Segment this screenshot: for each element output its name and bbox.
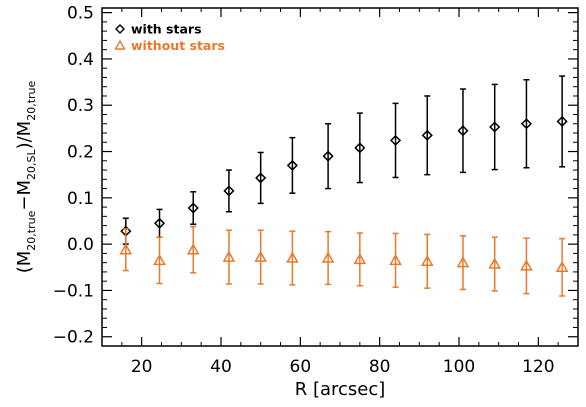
data-point — [420, 254, 434, 267]
data-point — [520, 118, 532, 130]
y-axis-title: (M20,true−M20,SL)/M20,true — [14, 80, 38, 273]
data-point — [286, 251, 299, 263]
legend-marker-without-stars — [114, 39, 126, 50]
plot-frame — [101, 7, 579, 347]
data-point — [153, 217, 166, 229]
data-point — [254, 250, 267, 262]
y-tick-label: 0.0 — [67, 235, 94, 255]
x-tick-label: 40 — [210, 357, 232, 377]
data-point — [520, 259, 533, 271]
data-point — [457, 125, 469, 137]
y-tick-labels: −0.2 −0.1 0.0 0.1 0.2 0.3 0.4 0.5 — [53, 4, 94, 348]
data-point — [354, 142, 366, 154]
data-point — [322, 150, 334, 162]
y-tick-label: 0.4 — [67, 50, 94, 70]
data-point — [222, 250, 236, 262]
data-point — [321, 251, 335, 263]
data-point — [255, 172, 267, 184]
axis-ticks — [101, 8, 579, 347]
series — [120, 75, 568, 245]
y-tick-label: 0.2 — [67, 143, 94, 163]
data-point — [421, 129, 433, 141]
x-tick-label: 80 — [369, 357, 391, 377]
data-point — [223, 185, 235, 197]
data-point — [389, 253, 402, 266]
x-tick-label: 20 — [131, 357, 153, 377]
data-point — [186, 243, 200, 255]
data-point — [286, 159, 298, 171]
data-point — [488, 257, 501, 269]
x-axis-title: R [arcsec] — [295, 379, 386, 400]
data-point — [389, 134, 402, 146]
data-point — [556, 115, 568, 127]
data-point — [353, 252, 367, 265]
legend-marker-with-stars — [115, 24, 125, 34]
data-point — [489, 121, 501, 133]
legend-label-with-stars: with stars — [131, 22, 202, 37]
legend: with stars without stars — [114, 22, 225, 53]
data-point — [119, 243, 133, 255]
y-tick-label: −0.2 — [53, 328, 94, 348]
series — [119, 225, 569, 297]
x-tick-label: 120 — [522, 357, 554, 377]
y-tick-label: 0.1 — [67, 189, 94, 209]
data-point — [153, 253, 166, 266]
data-point — [555, 260, 569, 273]
data-point — [187, 202, 199, 214]
data-point — [456, 256, 470, 268]
y-tick-label: 0.3 — [67, 96, 94, 116]
y-tick-label: 0.5 — [67, 4, 94, 24]
legend-label-without-stars: without stars — [131, 38, 225, 53]
x-tick-label: 60 — [290, 357, 312, 377]
x-tick-label: 100 — [443, 357, 475, 377]
y-tick-label: −0.1 — [53, 281, 94, 301]
series-layer — [119, 75, 569, 297]
x-tick-labels: 20 40 60 80 100 120 — [131, 357, 555, 377]
